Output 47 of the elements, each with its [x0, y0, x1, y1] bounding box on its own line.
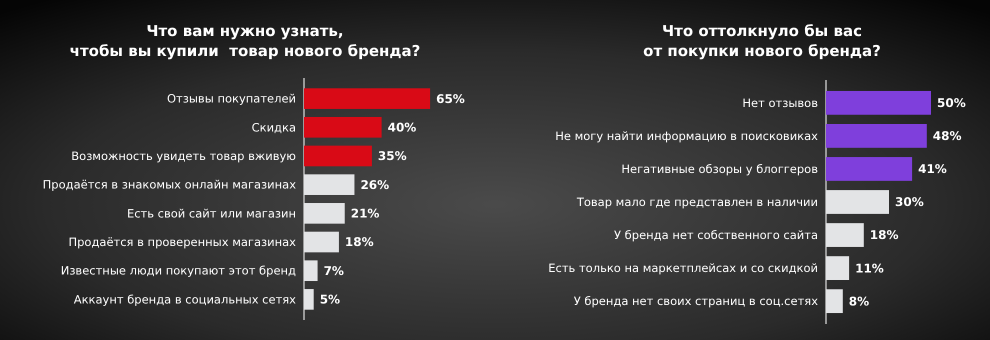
chart-title: Что оттолкнуло бы вас от покупки нового бренда?: [643, 22, 881, 60]
data-label: 26%: [360, 178, 390, 192]
data-label: 8%: [848, 294, 870, 308]
bar: [304, 289, 314, 310]
y-tick-label: У бренда нет своих страниц в соц.сетях: [574, 294, 818, 308]
data-label: 30%: [895, 195, 924, 210]
data-label: 50%: [937, 96, 966, 110]
bar: [304, 260, 318, 282]
y-tick-label: Скидка: [252, 120, 296, 134]
bar: [304, 174, 354, 195]
bar: [304, 146, 372, 166]
bar: [826, 256, 850, 280]
y-tick-label: Не могу найти информацию в поисковиках: [555, 128, 818, 143]
bar: [826, 124, 927, 148]
y-tick-label: У бренда нет собственного сайта: [614, 228, 818, 242]
bar: [826, 289, 843, 314]
y-tick-label: Известные люди покупают этот бренд: [60, 264, 296, 278]
data-label: 40%: [388, 120, 416, 135]
y-tick-label: Возможность увидеть товар вживую: [71, 149, 296, 164]
y-tick-label: Продаётся в проверенных магазинах: [68, 235, 296, 250]
y-tick-label: Отзывы покупателей: [166, 92, 296, 106]
data-label: 48%: [932, 129, 962, 144]
y-tick-label: Товар мало где представлен в наличии: [576, 195, 818, 210]
bar: [826, 190, 889, 214]
data-label: 18%: [870, 228, 899, 242]
data-label: 7%: [324, 264, 344, 278]
bar: [826, 157, 912, 181]
data-label: 41%: [918, 162, 947, 176]
data-label: 5%: [320, 292, 340, 307]
data-label: 65%: [436, 92, 465, 106]
chart-title: Что вам нужно узнать, чтобы вы купили товар нового бренда?: [70, 22, 420, 60]
bar: [304, 116, 382, 138]
data-label: 18%: [344, 235, 374, 250]
y-tick-label: Есть только на маркетплейсах и со скидкой: [548, 261, 818, 276]
y-tick-label: Аккаунт бренда в социальных сетях: [74, 292, 296, 306]
y-tick-label: Негативные обзоры у блоггеров: [621, 162, 818, 176]
data-label: 21%: [350, 206, 380, 221]
data-label: 11%: [855, 261, 884, 276]
bar: [826, 90, 931, 115]
y-tick-label: Нет отзывов: [742, 96, 818, 110]
bar: [304, 232, 339, 252]
data-label: 35%: [378, 149, 407, 164]
bar: [304, 88, 430, 109]
bar: [826, 223, 864, 247]
y-tick-label: Продаётся в знакомых онлайн магазинах: [42, 178, 296, 192]
y-tick-label: Есть свой сайт или магазин: [126, 206, 296, 220]
bar: [304, 203, 345, 224]
